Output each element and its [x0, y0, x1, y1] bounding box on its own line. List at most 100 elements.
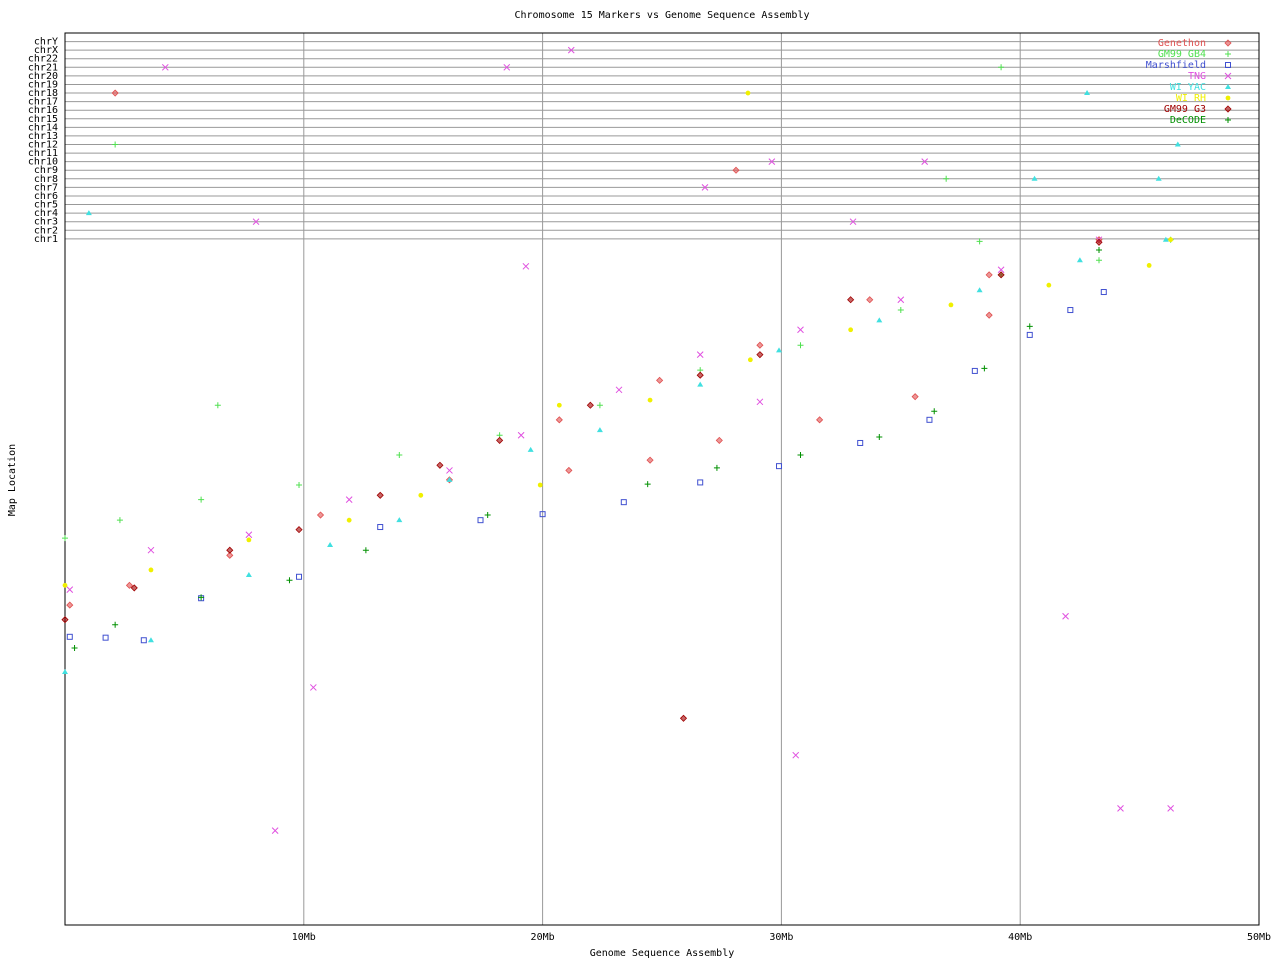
chart-title: Chromosome 15 Markers vs Genome Sequence… [514, 10, 809, 21]
y-tick-label: chr1 [34, 234, 58, 245]
data-point [85, 210, 92, 216]
x-tick-label: 50Mb [1247, 932, 1271, 943]
data-point [926, 416, 933, 423]
y-tick-label: chr12 [28, 140, 58, 151]
data-point [477, 517, 484, 524]
data-point [776, 347, 783, 353]
data-point [857, 439, 864, 446]
data-point [620, 499, 627, 506]
data-point [198, 594, 205, 601]
data-point [61, 616, 69, 624]
data-point [567, 46, 575, 54]
data-point [701, 184, 709, 191]
y-tick-label: chr19 [28, 79, 58, 90]
legend-marker [1224, 105, 1232, 113]
data-point [586, 401, 594, 409]
data-point [246, 537, 252, 543]
y-tick-label: chr21 [28, 62, 58, 73]
legend-label: WI RH [1176, 93, 1206, 104]
data-point [71, 644, 78, 651]
data-point [286, 577, 293, 584]
data-point [565, 466, 573, 474]
data-point [596, 427, 603, 433]
data-point [976, 238, 983, 245]
data-point [756, 341, 764, 349]
data-point [436, 461, 444, 469]
data-point [1155, 175, 1162, 181]
data-point [66, 601, 74, 609]
data-point [985, 271, 993, 279]
data-point [615, 386, 623, 394]
data-point [537, 482, 543, 488]
data-point [747, 357, 753, 363]
data-point [897, 307, 904, 314]
y-tick-label: chr10 [28, 157, 58, 168]
x-tick-label: 10Mb [292, 932, 316, 943]
data-point [1096, 257, 1102, 264]
data-point [62, 582, 68, 588]
data-point [527, 446, 534, 452]
data-point [309, 684, 317, 691]
data-point [797, 342, 804, 349]
data-point [245, 572, 252, 578]
data-point [396, 451, 403, 458]
data-point [647, 397, 653, 403]
data-point [679, 714, 688, 722]
data-point [1167, 805, 1174, 812]
data-point [1046, 282, 1052, 288]
y-tick-label: chr11 [28, 148, 58, 159]
legend-label: WI YAC [1170, 82, 1206, 93]
data-point [112, 621, 119, 628]
data-point [848, 327, 854, 333]
data-point [522, 262, 530, 270]
data-point [1162, 236, 1169, 242]
data-point [1146, 263, 1152, 268]
data-point [797, 451, 804, 458]
data-point [125, 581, 134, 589]
data-point [555, 416, 563, 424]
data-point [346, 517, 352, 523]
data-point [697, 479, 704, 486]
data-point [756, 351, 764, 359]
data-point [1026, 323, 1033, 330]
x-tick-label: 40Mb [1008, 932, 1032, 943]
data-point [792, 751, 800, 759]
data-point [245, 531, 253, 539]
y-tick-label: chr9 [34, 165, 58, 176]
data-point [998, 64, 1005, 71]
legend-marker [1225, 62, 1231, 68]
legend-label: Marshfield [1146, 60, 1206, 71]
y-tick-label: chr2 [34, 225, 58, 236]
y-tick-label: chr14 [28, 122, 58, 133]
y-tick-label: chrY [34, 37, 58, 48]
data-point [1026, 331, 1033, 338]
data-point [296, 573, 303, 580]
legend-marker [1224, 39, 1232, 47]
y-tick-label: chr13 [28, 131, 58, 142]
data-point [1100, 289, 1107, 296]
y-tick-label: chr20 [28, 71, 58, 82]
data-point [66, 586, 74, 593]
data-point [62, 535, 68, 542]
data-point [226, 546, 234, 554]
data-point [446, 476, 453, 482]
data-point [484, 512, 491, 519]
data-point [816, 416, 824, 424]
data-point [866, 296, 874, 304]
data-point [102, 634, 109, 641]
data-point [296, 482, 303, 489]
legend-marker [1224, 72, 1232, 80]
plot-frame [64, 32, 1260, 926]
x-tick-label: 20Mb [531, 932, 555, 943]
x-axis-label: Genome Sequence Assembly [590, 948, 735, 959]
data-point [596, 402, 603, 409]
data-point [112, 141, 119, 148]
data-point [981, 365, 988, 372]
y-tick-label: chr18 [28, 88, 58, 99]
data-point [517, 431, 525, 439]
data-point [1084, 90, 1091, 96]
data-point [140, 637, 147, 644]
data-point [715, 436, 723, 444]
data-point [147, 546, 155, 554]
data-point [446, 467, 453, 474]
